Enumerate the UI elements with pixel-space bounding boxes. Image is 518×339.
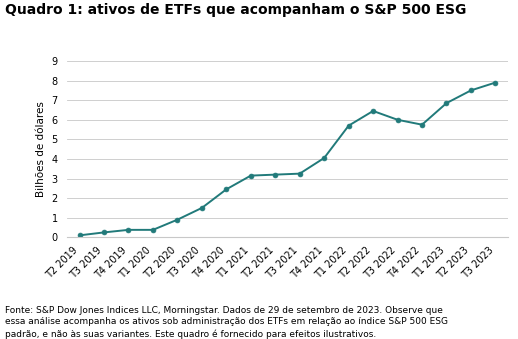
Text: Quadro 1: ativos de ETFs que acompanham o S&P 500 ESG: Quadro 1: ativos de ETFs que acompanham … — [5, 3, 467, 17]
Text: Fonte: S&P Dow Jones Indices LLC, Morningstar. Dados de 29 de setembro de 2023. : Fonte: S&P Dow Jones Indices LLC, Mornin… — [5, 306, 448, 339]
Y-axis label: Bilhões de dólares: Bilhões de dólares — [36, 101, 46, 197]
